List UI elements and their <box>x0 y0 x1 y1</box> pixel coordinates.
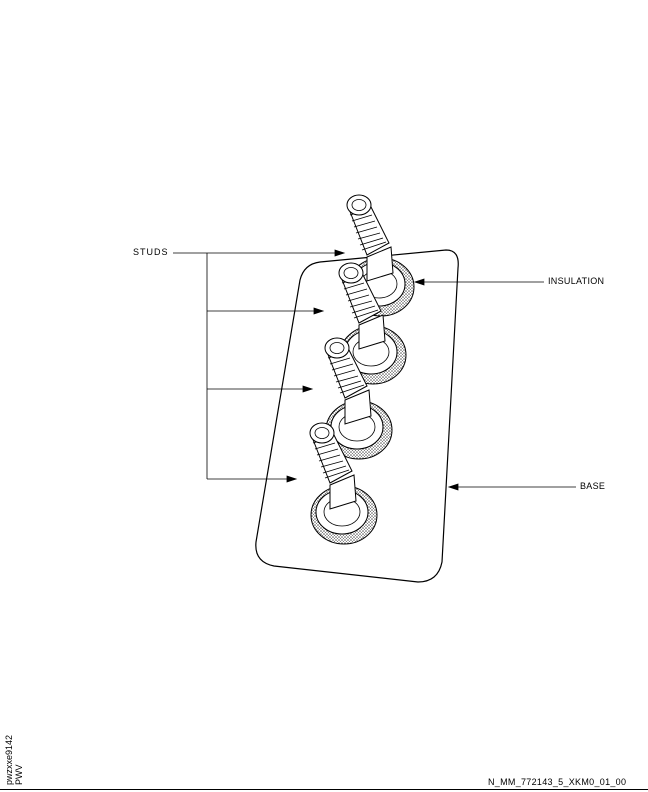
side-code-line1: pwzxxe9142 <box>4 734 14 785</box>
studs-leader-lines <box>173 249 346 483</box>
insulation-label: INSULATION <box>548 276 605 286</box>
base-leader <box>447 483 576 491</box>
figure-id: N_MM_772143_5_XKM0_01_00 <box>488 777 627 787</box>
studs-label: STUDS <box>133 247 169 257</box>
base-label: BASE <box>580 481 606 491</box>
side-code-line2: PWV <box>14 764 24 785</box>
insulation-leader <box>413 278 544 286</box>
bottom-rule <box>0 789 648 790</box>
